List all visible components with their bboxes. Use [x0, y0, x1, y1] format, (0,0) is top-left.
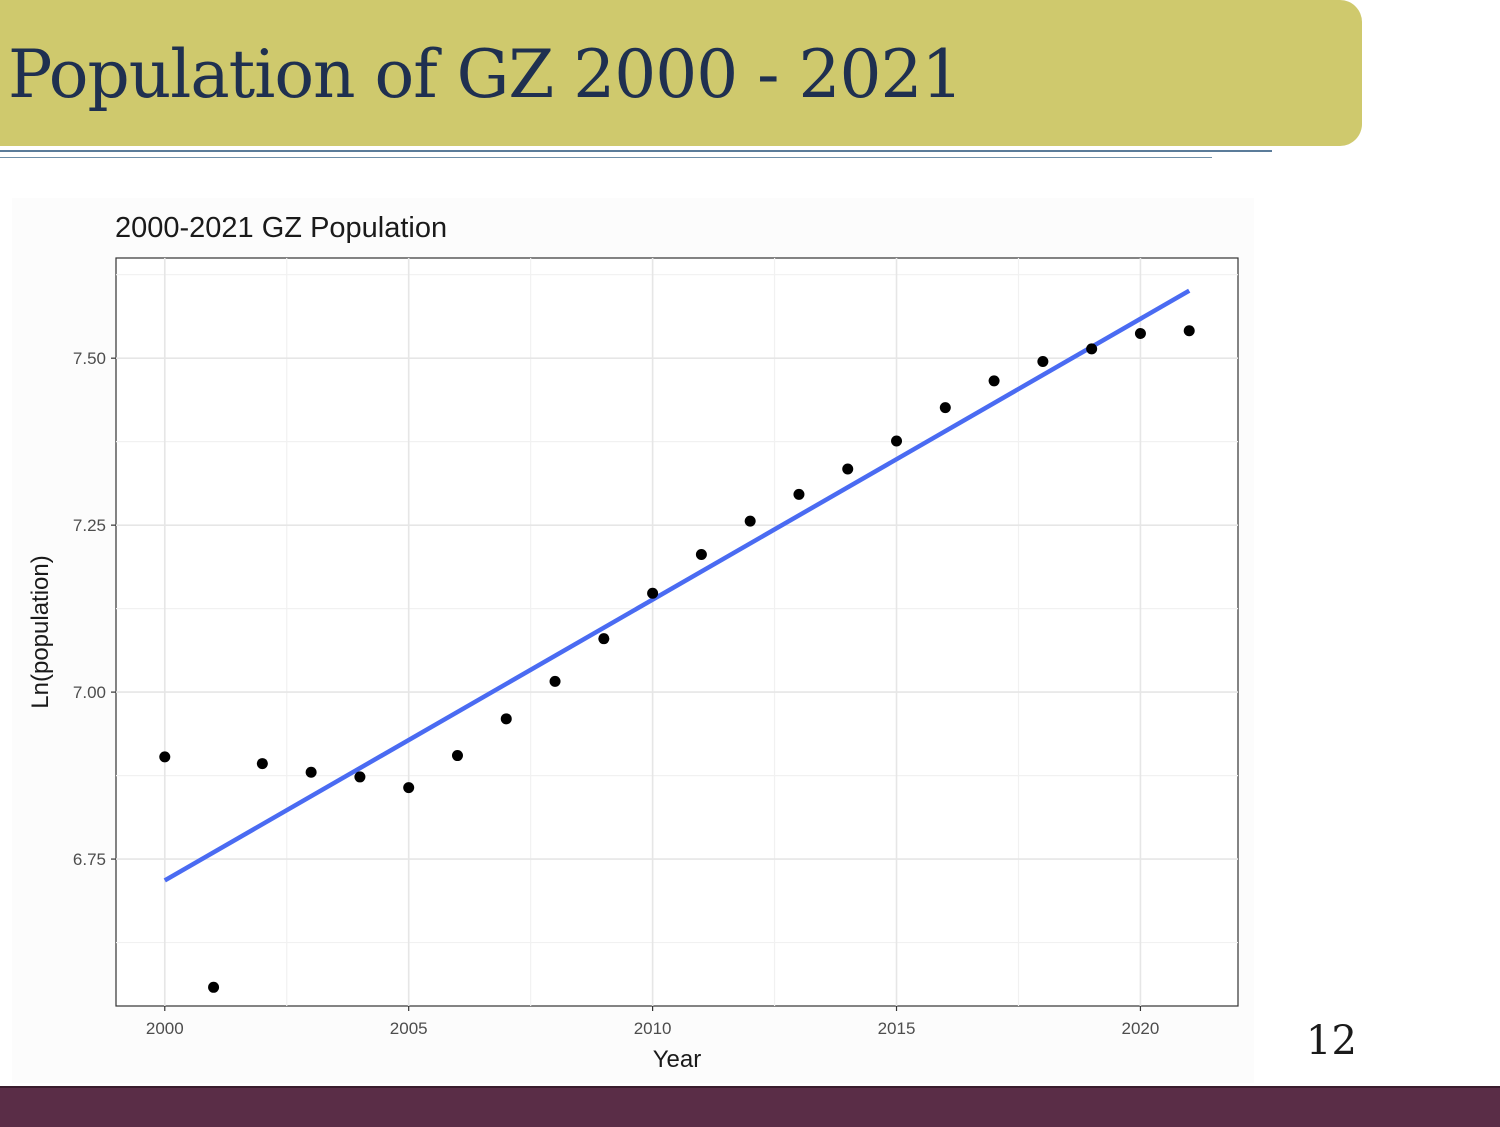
x-axis-title: Year — [653, 1046, 702, 1073]
data-point — [403, 782, 415, 794]
x-axis-ticks: 2000 2005 2010 2015 2020 — [146, 1006, 1159, 1038]
data-point — [1183, 325, 1195, 337]
data-point — [1037, 356, 1049, 368]
data-point — [256, 758, 268, 770]
y-tick-label: 7.50 — [73, 349, 106, 368]
chart-area: 2000 2005 2010 2015 2020 6.75 7.00 7.25 7.50 20… — [12, 198, 1254, 1083]
page-number: 12 — [1306, 1018, 1357, 1064]
data-point — [744, 515, 756, 527]
data-point — [1134, 327, 1146, 339]
slide-title: Population of GZ 2000 - 2021 — [8, 36, 963, 113]
y-tick-label: 7.25 — [73, 516, 106, 535]
scatter-chart: 2000 2005 2010 2015 2020 6.75 7.00 7.25 7.50 20… — [27, 212, 1239, 1073]
y-tick-label: 7.00 — [73, 683, 106, 702]
chart-title: 2000-2021 GZ Population — [115, 212, 447, 244]
data-point — [842, 463, 854, 475]
data-point — [159, 751, 171, 763]
data-point — [354, 771, 366, 783]
title-divider-line — [0, 150, 1272, 152]
x-tick-label: 2005 — [390, 1019, 428, 1038]
y-axis-title: Ln(population) — [27, 555, 54, 708]
data-point — [988, 375, 1000, 387]
data-point — [695, 549, 707, 561]
data-point — [939, 402, 951, 414]
data-point — [891, 435, 903, 447]
title-divider-line-thin — [0, 157, 1212, 158]
data-point — [549, 675, 561, 687]
data-point — [598, 633, 610, 645]
x-tick-label: 2000 — [146, 1019, 184, 1038]
plot-panel — [115, 257, 1239, 1007]
trend-layer — [163, 288, 1191, 883]
data-point — [500, 713, 512, 725]
y-axis-ticks: 6.75 7.00 7.25 7.50 — [73, 349, 116, 869]
points-layer — [159, 325, 1195, 993]
x-tick-label: 2020 — [1122, 1019, 1160, 1038]
grid-minor — [116, 258, 1238, 1006]
y-tick-label: 6.75 — [73, 850, 106, 869]
footer-bar — [0, 1086, 1500, 1127]
grid-major — [116, 258, 1238, 1006]
x-tick-label: 2015 — [878, 1019, 916, 1038]
data-point — [647, 587, 659, 599]
data-point — [208, 981, 220, 993]
data-point — [451, 750, 463, 762]
data-point — [305, 766, 317, 778]
data-point — [793, 488, 805, 500]
title-bar: Population of GZ 2000 - 2021 — [0, 0, 1362, 146]
data-point — [1086, 343, 1098, 355]
trend-line — [163, 288, 1191, 883]
x-tick-label: 2010 — [634, 1019, 672, 1038]
